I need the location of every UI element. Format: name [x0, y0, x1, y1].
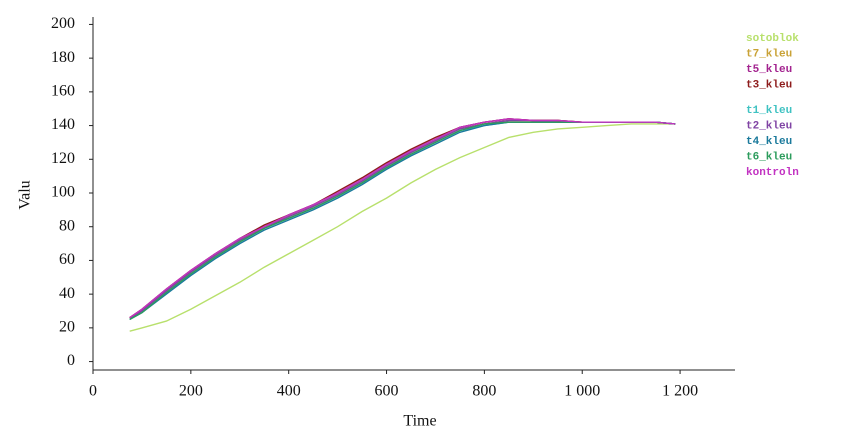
y-tick-label: 100 — [51, 184, 75, 201]
legend-label: kontroln — [746, 167, 799, 179]
series-line — [129, 123, 676, 332]
y-tick-label: 20 — [59, 319, 75, 336]
x-tick-label: 0 — [89, 383, 97, 400]
y-tick-label: 60 — [59, 251, 75, 268]
x-tick-label: 800 — [472, 383, 496, 400]
series-line — [129, 118, 676, 319]
x-tick-label: 600 — [375, 383, 399, 400]
legend-label: t7_kleu — [746, 48, 792, 60]
series-line — [129, 121, 676, 321]
y-tick-label: 40 — [59, 285, 75, 302]
y-tick-label: 200 — [51, 15, 75, 32]
legend-label: sotoblok — [746, 33, 799, 45]
x-tick-label: 1 000 — [564, 383, 600, 400]
y-tick-label: 180 — [51, 49, 75, 66]
series-line — [129, 118, 676, 319]
legend-label: t5_kleu — [746, 64, 792, 76]
x-axis-label: Time — [403, 413, 436, 430]
legend-label: t1_kleu — [746, 105, 792, 117]
legend-label: t6_kleu — [746, 151, 792, 163]
legend-label: t3_kleu — [746, 79, 792, 91]
series-line — [129, 121, 676, 321]
series-line — [129, 118, 676, 319]
y-tick-label: 80 — [59, 217, 75, 234]
legend-label: t4_kleu — [746, 136, 792, 148]
x-tick-label: 1 200 — [662, 383, 698, 400]
series-line — [129, 119, 676, 320]
x-tick-label: 200 — [179, 383, 203, 400]
y-tick-label: 160 — [51, 83, 75, 100]
series-line — [129, 121, 676, 321]
y-tick-label: 0 — [67, 352, 75, 369]
series-line — [129, 119, 676, 319]
y-tick-label: 120 — [51, 150, 75, 167]
legend-label: t2_kleu — [746, 120, 792, 132]
y-axis-label: Valu — [17, 180, 34, 209]
y-tick-label: 140 — [51, 116, 75, 133]
x-tick-label: 400 — [277, 383, 301, 400]
